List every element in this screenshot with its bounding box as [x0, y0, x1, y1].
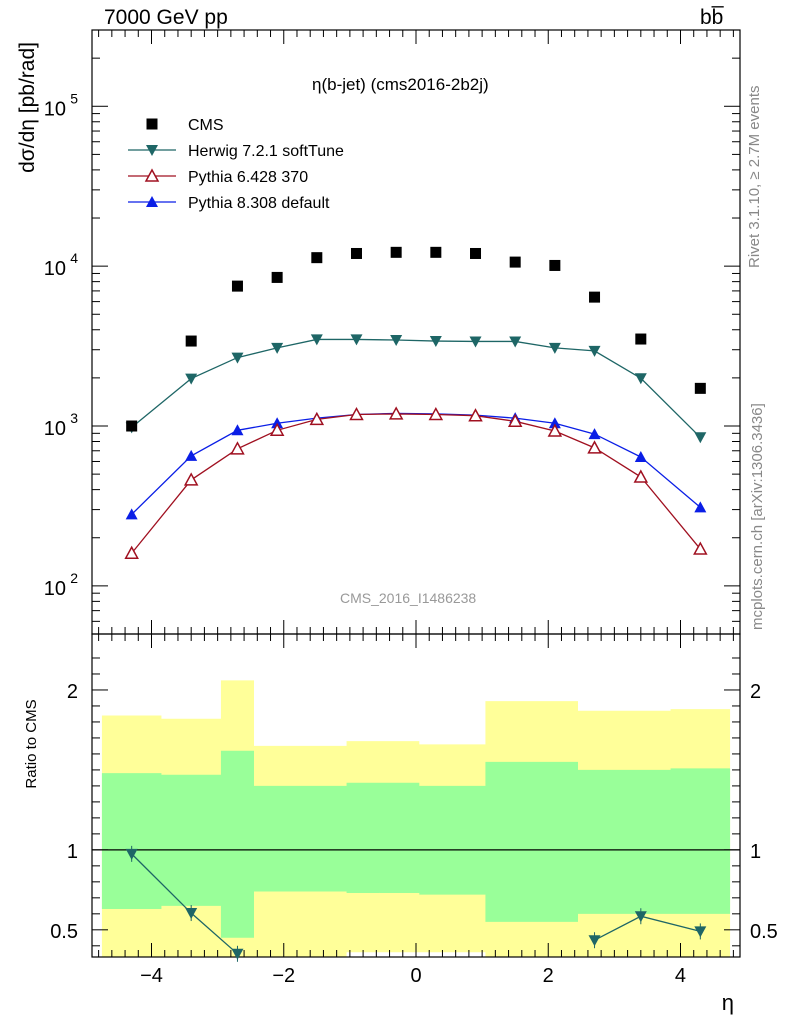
ratio-herwig-point: [694, 926, 707, 938]
rivet-label: Rivet 3.1.10, ≥ 2.7M events: [746, 85, 763, 269]
series-pythia-8-308-default-point: [548, 417, 561, 429]
ratio-tick-label-right: 2: [750, 681, 761, 703]
series-cms-point: [231, 280, 243, 292]
legend-marker: [146, 118, 158, 130]
ratio-tick-label-right: 1: [750, 841, 761, 863]
series-herwig-7-2-1-softtune-point: [310, 334, 323, 346]
series-herwig-7-2-1-softtune-point: [231, 352, 244, 364]
series-cms-point: [271, 271, 283, 283]
x-tick-label: 4: [675, 965, 686, 987]
series-pythia-6-428-370-point: [468, 408, 483, 422]
series-herwig-7-2-1-softtune-point: [429, 336, 442, 348]
ratio-axis-label: Ratio to CMS: [23, 699, 40, 788]
series-cms-point: [430, 246, 442, 258]
series-pythia-6-428-370-point: [183, 472, 199, 486]
series-pythia-8-308-default-point: [185, 449, 198, 461]
series-pythia-6-428-370-point: [587, 440, 602, 454]
ratio-tick-label: 2: [67, 681, 78, 703]
series-pythia-6-428-370-point: [428, 406, 444, 421]
series-pythia-8-308-default-point: [634, 450, 647, 462]
series-cms-point: [350, 247, 362, 259]
ratio-herwig-point: [185, 908, 198, 920]
x-tick-label: −2: [272, 965, 295, 987]
legend-marker: [146, 145, 158, 156]
series-pythia-6-428-370-line: [131, 413, 701, 554]
legend-label: CMS: [188, 117, 224, 134]
ratio-herwig-point: [634, 911, 647, 923]
series-cms-point: [311, 252, 323, 264]
series-pythia-6-428-370-point: [388, 406, 404, 420]
series-herwig-7-2-1-softtune-point: [271, 342, 284, 354]
chart-title: η(b-jet) (cms2016-2b2j): [312, 75, 489, 94]
y-tick-exponent: 2: [70, 570, 78, 586]
energy-label: 7000 GeV pp: [104, 6, 228, 29]
legend-marker: [146, 196, 158, 207]
series-herwig-7-2-1-softtune-point: [390, 335, 403, 347]
series-herwig-7-2-1-softtune-point: [185, 373, 198, 385]
x-tick-label: 0: [410, 965, 421, 987]
ratio-tick-label: 1: [67, 841, 78, 863]
y-tick-label: 10: [44, 578, 66, 600]
ratio-herwig-point: [125, 848, 138, 860]
series-cms-point: [549, 259, 561, 271]
legend-label: Pythia 8.308 default: [188, 195, 330, 212]
legend-label: Herwig 7.2.1 softTune: [188, 143, 344, 160]
process-label: bb̅: [700, 6, 724, 29]
y-tick-label: 10: [44, 258, 66, 280]
series-cms-point: [635, 333, 647, 345]
x-tick-label: −4: [140, 965, 163, 987]
series-cms-point: [185, 335, 197, 347]
series-pythia-8-308-default-point: [231, 424, 244, 436]
y-tick-label: 10: [44, 418, 66, 440]
series-pythia-6-428-370-point: [633, 469, 649, 483]
series-herwig-7-2-1-softtune-point: [588, 345, 601, 357]
y-tick-exponent: 5: [70, 90, 78, 106]
y-tick-exponent: 3: [70, 410, 78, 426]
ratio-band-inner: [101, 750, 731, 938]
series-cms-point: [126, 420, 138, 432]
series-pythia-6-428-370-point: [349, 406, 364, 421]
series-cms-point: [589, 291, 601, 303]
y-tick-label: 10: [44, 98, 66, 120]
series-pythia-6-428-370-point: [230, 441, 245, 455]
series-pythia-6-428-370-point: [547, 423, 563, 437]
y-axis-label: dσ/dη [pb/rad]: [16, 42, 39, 173]
series-cms-point: [694, 382, 706, 394]
mcplots-label: mcplots.cern.ch [arXiv:1306.3436]: [749, 403, 766, 630]
series-herwig-7-2-1-softtune-point: [634, 373, 647, 385]
series-pythia-8-308-default-point: [694, 501, 707, 513]
series-cms-point: [470, 247, 482, 259]
ratio-tick-label: 0.5: [50, 921, 78, 943]
series-pythia-8-308-default-point: [588, 428, 601, 440]
series-herwig-7-2-1-softtune-line: [131, 338, 701, 438]
series-herwig-7-2-1-softtune-point: [694, 432, 707, 444]
y-tick-exponent: 4: [70, 250, 78, 266]
series-pythia-8-308-default-point: [125, 508, 138, 520]
series-herwig-7-2-1-softtune-point: [509, 336, 522, 348]
series-pythia-6-428-370-point: [309, 411, 325, 426]
legend-label: Pythia 6.428 370: [188, 169, 308, 186]
ratio-tick-label-right: 0.5: [750, 921, 778, 943]
analysis-watermark: CMS_2016_I1486238: [340, 590, 477, 606]
series-pythia-6-428-370-point: [269, 422, 285, 437]
series-cms-point: [509, 256, 521, 268]
series-pythia-6-428-370-point: [124, 545, 139, 559]
ratio-herwig-point: [588, 935, 601, 947]
series-herwig-7-2-1-softtune-point: [548, 342, 561, 354]
legend-marker: [144, 168, 160, 182]
series-herwig-7-2-1-softtune-point: [469, 336, 482, 348]
series-cms-point: [390, 246, 402, 258]
x-axis-label: η: [722, 990, 734, 1015]
series-pythia-6-428-370-point: [693, 541, 708, 555]
series-herwig-7-2-1-softtune-point: [350, 334, 363, 346]
series-pythia-8-308-default-line: [131, 412, 701, 515]
series-pythia-6-428-370-point: [507, 413, 523, 428]
x-tick-label: 2: [543, 965, 554, 987]
ratio-herwig-point: [231, 948, 244, 960]
